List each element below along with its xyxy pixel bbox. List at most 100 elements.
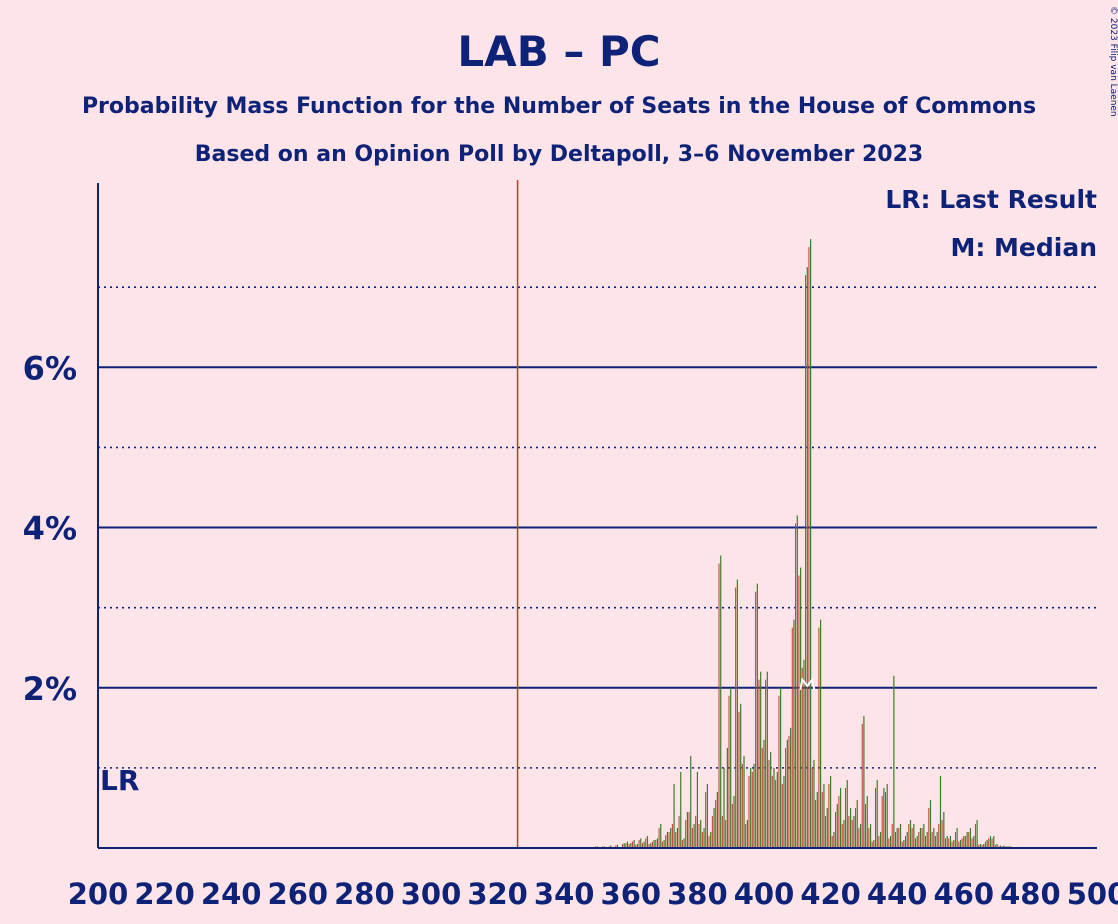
bar-shadow-428 — [855, 807, 857, 848]
x-tick-label-360: 360 — [601, 877, 662, 911]
bar-shadow-392 — [735, 587, 737, 848]
bar-418 — [823, 783, 825, 848]
bar-471 — [999, 845, 1002, 848]
bar-shadow-413 — [805, 275, 807, 848]
bar-shadow-455 — [944, 838, 946, 848]
bar-373 — [673, 783, 675, 848]
bar-shadow-378 — [688, 811, 690, 848]
bar-shadow-399 — [758, 679, 760, 848]
bar-420 — [830, 775, 832, 848]
x-tick-label-240: 240 — [201, 877, 262, 911]
bar-468 — [989, 835, 992, 848]
bar-436 — [883, 787, 885, 848]
bar-shadow-361 — [631, 841, 633, 848]
bar-465 — [979, 843, 982, 848]
bar-shadow-425 — [845, 787, 847, 848]
bar-shadow-435 — [878, 835, 880, 848]
bar-shadow-440 — [895, 831, 896, 848]
bar-366 — [650, 843, 652, 848]
bars — [578, 239, 1022, 849]
bar-374 — [676, 827, 679, 848]
bar-378 — [690, 755, 692, 848]
bar-shadow-438 — [888, 838, 890, 848]
bar-shadow-443 — [904, 835, 906, 848]
x-tick-label-280: 280 — [334, 877, 395, 911]
bar-shadow-442 — [901, 841, 903, 848]
bar-460 — [963, 835, 965, 848]
bar-shadow-453 — [938, 823, 940, 848]
bar-shadow-383 — [705, 791, 707, 848]
bar-393 — [740, 703, 742, 848]
bar-443 — [906, 831, 908, 848]
bar-408 — [790, 727, 792, 848]
bar-shadow-379 — [691, 827, 693, 848]
bar-435 — [879, 831, 882, 848]
bar-shadow-439 — [891, 823, 893, 848]
bar-shadow-366 — [648, 843, 650, 848]
bar-shadow-456 — [948, 838, 950, 848]
bar-shadow-372 — [668, 831, 670, 848]
bar-387 — [720, 555, 722, 848]
bar-shadow-420 — [828, 783, 830, 848]
bar-470 — [996, 843, 998, 848]
bar-shadow-389 — [725, 819, 727, 848]
bar-shadow-432 — [868, 827, 870, 848]
bar-shadow-417 — [818, 627, 820, 848]
bar-469 — [993, 835, 995, 848]
y-tick-label-6: 6% — [23, 349, 77, 387]
bar-shadow-367 — [651, 841, 653, 848]
bar-shadow-447 — [918, 831, 920, 848]
bar-shadow-384 — [708, 835, 710, 848]
bar-459 — [959, 839, 962, 848]
bar-464 — [976, 819, 978, 848]
bar-shadow-470 — [994, 844, 996, 848]
bar-472 — [1003, 845, 1005, 848]
bar-shadow-401 — [765, 679, 767, 848]
bar-shadow-387 — [718, 563, 720, 848]
bar-448 — [923, 823, 925, 848]
bar-shadow-458 — [954, 831, 956, 848]
bar-430 — [863, 715, 865, 848]
bar-shadow-394 — [741, 763, 743, 848]
bar-shadow-376 — [681, 839, 683, 848]
bar-shadow-446 — [914, 838, 916, 848]
bar-445 — [913, 823, 915, 848]
x-tick-label-220: 220 — [134, 877, 195, 911]
bar-shadow-437 — [885, 791, 887, 848]
bar-377 — [686, 811, 689, 848]
bar-409 — [793, 619, 795, 848]
bar-shadow-407 — [785, 747, 787, 848]
x-tick-label-440: 440 — [867, 877, 928, 911]
bar-shadow-466 — [981, 844, 983, 848]
bar-428 — [856, 799, 858, 848]
bar-363 — [640, 838, 642, 848]
bar-379 — [693, 823, 695, 848]
bar-451 — [933, 827, 935, 848]
bar-shadow-452 — [934, 835, 936, 848]
bar-shadow-415 — [811, 767, 813, 848]
bar-shadow-360 — [628, 843, 630, 848]
bar-shadow-365 — [645, 838, 647, 848]
bar-461 — [966, 831, 968, 848]
bar-shadow-397 — [751, 771, 753, 848]
bar-shadow-414 — [808, 247, 810, 849]
bar-shadow-377 — [685, 819, 687, 848]
chart-subtitle-source: Based on an Opinion Poll by Deltapoll, 3… — [195, 142, 923, 167]
bar-407 — [786, 739, 788, 848]
bar-shadow-385 — [711, 815, 713, 848]
x-tick-label-200: 200 — [68, 877, 129, 911]
bar-shadow-426 — [848, 815, 850, 848]
bar-394 — [743, 755, 745, 848]
bar-382 — [703, 827, 705, 848]
bar-457 — [953, 839, 955, 848]
bar-360 — [630, 843, 632, 848]
bar-shadow-362 — [635, 844, 637, 848]
bar-shadow-462 — [968, 831, 970, 848]
bar-424 — [843, 819, 845, 848]
bar-400 — [763, 739, 765, 848]
bar-shadow-445 — [911, 827, 913, 848]
bar-shadow-369 — [658, 827, 660, 848]
x-tick-label-260: 260 — [268, 877, 329, 911]
bar-shadow-434 — [875, 787, 877, 848]
